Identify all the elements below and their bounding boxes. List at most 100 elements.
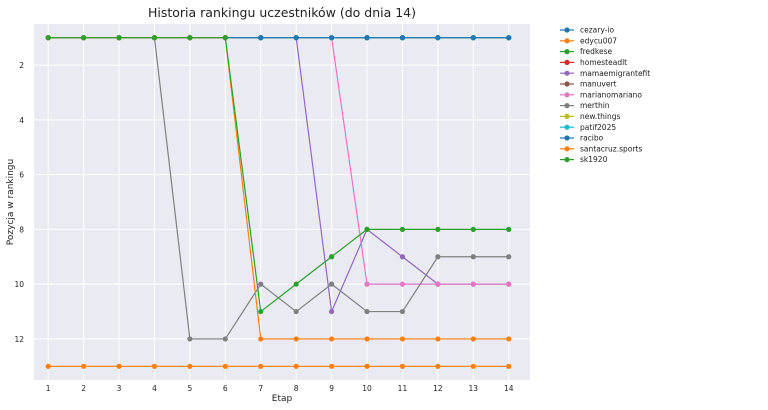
- legend-label: racibo: [580, 134, 604, 143]
- x-tick-label: 3: [117, 384, 122, 393]
- x-tick-label: 13: [469, 384, 479, 393]
- y-tick-label: 12: [14, 335, 24, 344]
- x-tick-label: 4: [152, 384, 157, 393]
- legend-marker: [564, 38, 570, 44]
- legend-marker: [564, 146, 570, 152]
- x-tick-label: 11: [398, 384, 408, 393]
- data-point: [81, 363, 87, 369]
- legend-entry: homesteadlt: [560, 58, 627, 67]
- data-point: [364, 226, 370, 232]
- legend-entry: marianomariano: [560, 90, 642, 99]
- data-point: [399, 226, 406, 232]
- data-point: [45, 363, 51, 369]
- data-point: [470, 336, 476, 342]
- legend-marker: [564, 92, 570, 98]
- data-point: [364, 35, 370, 41]
- legend-entry: fredkese: [560, 47, 613, 56]
- y-tick-label: 10: [14, 280, 24, 289]
- data-point: [329, 254, 335, 260]
- data-point: [116, 363, 122, 369]
- data-point: [364, 308, 370, 315]
- x-tick-label: 9: [329, 384, 334, 393]
- series-line: [48, 37, 509, 313]
- legend-label: manuvert: [580, 80, 617, 89]
- data-point: [222, 35, 228, 41]
- data-point: [329, 308, 335, 315]
- data-point: [435, 226, 441, 232]
- chart-title: Historia rankingu uczestników (do dnia 1…: [148, 5, 416, 20]
- data-point: [506, 35, 512, 41]
- series-layer: [45, 35, 512, 369]
- legend-label: mamaemigrantefit: [580, 69, 650, 78]
- plot-area: [34, 24, 530, 380]
- data-point: [329, 336, 335, 342]
- legend-entry: sk1920: [560, 155, 608, 164]
- legend-marker: [564, 135, 570, 141]
- x-tick-label: 5: [187, 384, 192, 393]
- y-axis-label: Pozycja w rankingu: [6, 159, 16, 245]
- data-point: [258, 35, 264, 41]
- x-tick-label: 1: [46, 384, 51, 393]
- data-point: [329, 281, 335, 287]
- data-point: [399, 35, 406, 41]
- legend-marker: [564, 59, 570, 65]
- data-point: [222, 363, 228, 369]
- data-point: [364, 281, 370, 287]
- data-point: [222, 336, 228, 342]
- data-point: [151, 363, 158, 369]
- data-point: [364, 363, 370, 369]
- legend-marker: [564, 113, 570, 119]
- data-point: [293, 336, 299, 342]
- x-tick-label: 2: [81, 384, 86, 393]
- series-edycu007: [45, 363, 512, 369]
- data-point: [435, 35, 441, 41]
- data-point: [293, 363, 299, 369]
- data-point: [258, 281, 264, 287]
- data-point: [81, 35, 87, 41]
- y-tick-label: 2: [19, 61, 24, 70]
- data-point: [399, 336, 406, 342]
- x-tick-label: 6: [223, 384, 228, 393]
- data-point: [506, 226, 512, 232]
- y-tick-label: 8: [19, 225, 24, 234]
- legend-label: santacruz.sports: [580, 144, 642, 153]
- legend-label: merthin: [580, 101, 610, 110]
- data-point: [435, 336, 441, 342]
- legend-label: sk1920: [580, 155, 608, 164]
- data-point: [506, 254, 512, 260]
- data-point: [470, 226, 476, 232]
- legend-entry: new.things: [560, 112, 620, 121]
- legend-entry: racibo: [560, 134, 604, 143]
- legend-entry: santacruz.sports: [560, 144, 642, 153]
- data-point: [435, 281, 441, 287]
- data-point: [399, 254, 406, 260]
- data-point: [293, 281, 299, 287]
- data-point: [399, 308, 406, 315]
- data-point: [187, 336, 193, 342]
- legend-entry: edycu007: [560, 36, 617, 45]
- legend-label: marianomariano: [580, 90, 642, 99]
- legend-marker: [564, 124, 570, 130]
- x-tick-label: 10: [362, 384, 372, 393]
- data-point: [506, 336, 512, 342]
- series-sk1920: [45, 35, 512, 315]
- data-point: [187, 35, 193, 41]
- data-point: [470, 254, 476, 260]
- data-point: [293, 35, 299, 41]
- data-point: [45, 35, 51, 41]
- legend-label: fredkese: [580, 47, 613, 56]
- y-tick-label: 6: [19, 171, 24, 180]
- legend-label: new.things: [580, 112, 620, 121]
- legend-label: cezary-io: [580, 26, 614, 35]
- x-ticks: 1 2 3 4 5 6 7 8 9 10 11 12 13 14: [46, 384, 514, 393]
- data-point: [329, 35, 335, 41]
- data-point: [187, 363, 193, 369]
- legend-entry: manuvert: [560, 80, 617, 89]
- data-point: [116, 35, 122, 41]
- legend-entry: merthin: [560, 101, 610, 110]
- legend-label: patif2025: [580, 123, 616, 132]
- x-tick-label: 12: [433, 384, 443, 393]
- y-ticks: 2 4 6 8 10 12: [14, 61, 24, 344]
- legend-marker: [564, 49, 570, 55]
- data-point: [470, 363, 476, 369]
